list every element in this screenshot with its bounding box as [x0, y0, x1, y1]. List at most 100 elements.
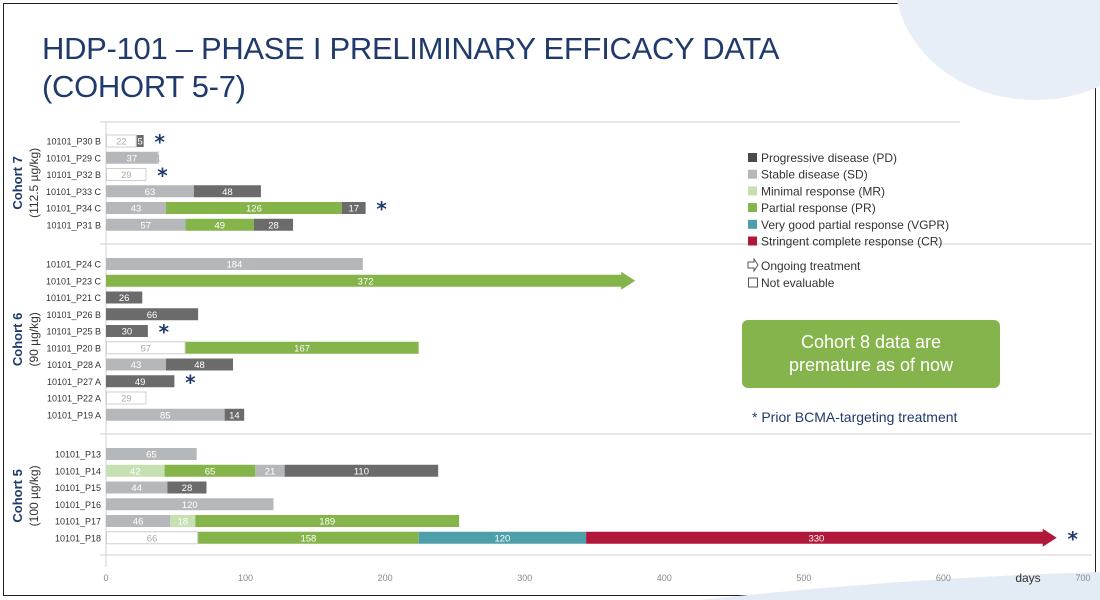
callout-line-2: premature as of now [788, 355, 954, 375]
legend-swatch-mr [748, 186, 757, 196]
prior-bcma-asterisk: * [376, 197, 387, 221]
bar-value-label: 57 [140, 220, 151, 231]
bar-value-label: 189 [319, 517, 335, 528]
bar-segment-vgpr [418, 531, 587, 544]
bar-segment-ne [106, 134, 137, 148]
prior-bcma-asterisk: * [154, 130, 165, 154]
bar-segment-pr [164, 464, 256, 477]
legend-label: Stringent complete response (CR) [761, 235, 942, 249]
x-tick-label: 300 [517, 573, 532, 583]
patient-label: 10101_P28 A [47, 360, 101, 370]
patient-label: 10101_P34 C [46, 204, 102, 214]
bar-value-label: 85 [160, 410, 171, 421]
bar-segment-sd [106, 481, 168, 494]
bar-segment-pd [106, 291, 143, 304]
bar-value-label: 372 [358, 276, 374, 287]
bar-value-label: 44 [131, 483, 142, 494]
slide-frame [3, 3, 1096, 596]
bar-value-label: 28 [182, 483, 193, 494]
bar-value-label: 21 [265, 466, 276, 477]
patient-label: 10101_P24 C [46, 260, 102, 270]
patient-label: 10101_P33 C [46, 187, 102, 197]
bar-segment-pr [166, 202, 342, 214]
bar-segment-pr [185, 341, 419, 354]
bar-value-label: 65 [205, 466, 216, 477]
bar-segment-pr-ongoing [106, 271, 636, 290]
legend-label: Progressive disease (PD) [761, 151, 897, 165]
bar-value-label: 28 [268, 220, 279, 231]
patient-label: 10101_P20 B [46, 343, 101, 353]
bar-segment-sd [106, 151, 158, 164]
cohort-dose-label: (90 µg/kg) [27, 312, 41, 366]
bar-value-label: 42 [130, 466, 141, 477]
x-tick-label: 100 [238, 573, 253, 583]
cohort-label: Cohort 6 [10, 313, 25, 366]
bar-segment-sd [106, 258, 363, 270]
bar-segment-sd [106, 408, 225, 421]
cohort-label: Cohort 7 [10, 156, 25, 209]
legend-swatch-vgpr [748, 219, 757, 229]
bar-segment-mr [106, 464, 165, 477]
x-tick-label: 200 [378, 573, 393, 583]
bar-value-label: 167 [294, 343, 310, 354]
patient-label: 10101_P30 B [46, 137, 101, 147]
bar-value-label: 120 [182, 500, 198, 511]
patient-label: 10101_P31 B [46, 220, 101, 230]
bar-value-label: 26 [119, 293, 130, 304]
bar-value-label: 18 [177, 517, 188, 528]
bar-segment-sd [106, 202, 167, 214]
bar-value-label: 120 [494, 533, 510, 544]
patient-label: 10101_P21 C [46, 293, 102, 303]
bar-value-label: 29 [121, 170, 132, 181]
bar-value-label: 14 [229, 410, 240, 421]
bar-segment-ne [106, 168, 147, 181]
bar-segment-ne [106, 341, 186, 355]
bar-value-label: 48 [194, 360, 205, 371]
x-tick-label: 700 [1075, 573, 1090, 583]
bar-segment-pr [195, 515, 460, 527]
bar-segment-pd [106, 308, 199, 321]
bar-value-label: 66 [147, 533, 158, 544]
bar-segment-ne [106, 531, 199, 545]
bar-segment-pd [167, 481, 207, 494]
bar-segment-cr-ongoing [586, 528, 1057, 547]
patient-label: 10101_P18 [55, 533, 101, 543]
bar-value-label: 63 [145, 187, 156, 198]
bar-value-label: 1 [156, 153, 161, 164]
cohort-dose-label: (100 µg/kg) [27, 465, 41, 526]
bar-segment-pd [284, 464, 439, 477]
patient-label: 10101_P22 A [47, 394, 101, 404]
bar-segment-sd [106, 185, 194, 198]
bar-segment-pd [193, 185, 261, 198]
legend-swatch-cr [748, 236, 757, 246]
bar-value-label: 49 [214, 220, 225, 231]
bar-value-label: 29 [121, 394, 132, 405]
bar-value-label: 158 [300, 533, 316, 544]
title-line-2: (COHORT 5-7) [42, 69, 246, 104]
bar-segment-pd [106, 375, 175, 388]
legend-swatch-pr [748, 203, 757, 213]
patient-label: 10101_P14 [55, 466, 101, 476]
not-evaluable-square-icon [748, 277, 758, 288]
legend-label: Very good partial response (VGPR) [761, 218, 949, 232]
bar-value-label: 46 [133, 517, 144, 528]
patient-label: 10101_P32 B [46, 170, 101, 180]
cohort-dose-label: (112.5 µg/kg) [27, 148, 41, 218]
cohort-8-callout: Cohort 8 data are premature as of now [742, 320, 1000, 388]
bar-segment-sd [106, 448, 197, 460]
bar-value-label: 110 [354, 466, 369, 477]
patient-label: 10101_P27 A [47, 377, 101, 387]
patient-label: 10101_P13 [55, 450, 101, 460]
callout-line-1: Cohort 8 data are [800, 332, 942, 352]
bar-segment-sd [106, 218, 186, 231]
x-tick-label: 400 [657, 573, 672, 583]
legend-label: Minimal response (MR) [761, 184, 885, 198]
bar-segment-mr [170, 515, 196, 527]
bar-segment-pd [253, 218, 294, 231]
bar-value-label: 48 [222, 187, 233, 198]
bar-value-label: 22 [116, 137, 127, 148]
patient-label: 10101_P29 C [46, 153, 102, 163]
bar-value-label: 30 [122, 327, 133, 338]
bar-segment-pd [341, 202, 366, 214]
bar-value-label: 184 [226, 260, 242, 271]
